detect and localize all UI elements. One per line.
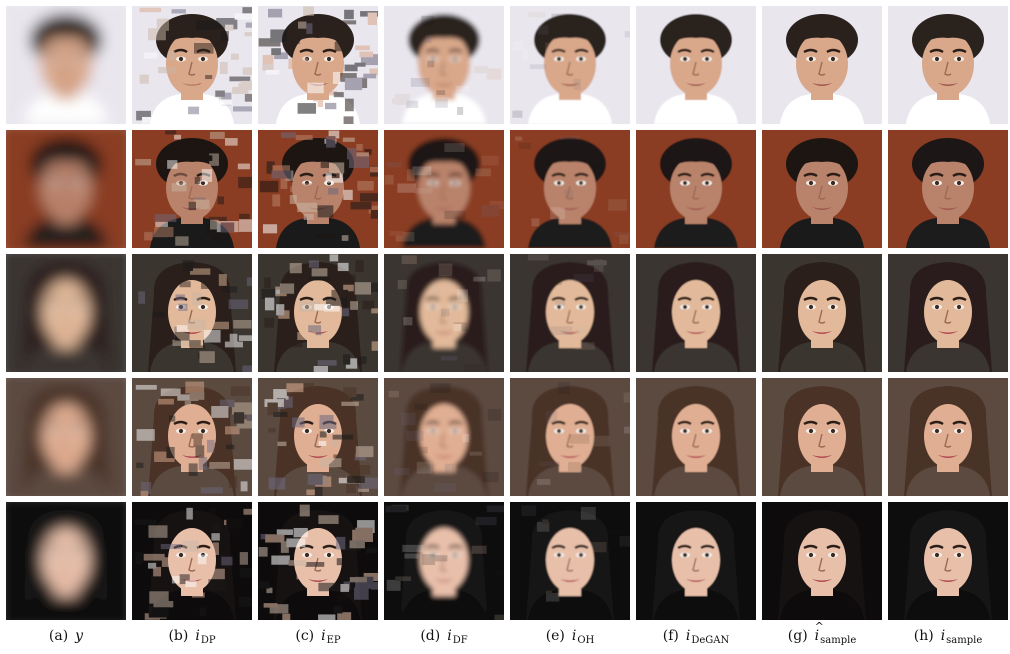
caption-subscript: EP [326, 635, 341, 646]
caption-subscript: DF [452, 635, 468, 646]
caption-edge-prior: (c) iEP [255, 623, 381, 654]
caption-symbol: i [447, 628, 452, 644]
face-image-degan-row-3 [636, 254, 756, 372]
face-image-one-hot-row-5 [510, 502, 630, 620]
face-image-sample-row-4 [888, 378, 1008, 496]
face-image-blurred-input-row-4 [6, 378, 126, 496]
caption-symbol: i [195, 628, 200, 644]
caption-subscript: sample [820, 635, 857, 646]
face-image-blurred-input-row-5 [6, 502, 126, 620]
caption-letter: (g) [787, 628, 808, 644]
caption-letter: (c) [295, 628, 315, 644]
face-image-sample-hat-row-2 [762, 130, 882, 248]
caption-subscript: OH [577, 635, 595, 646]
face-image-sample-hat-row-5 [762, 502, 882, 620]
caption-subscript: DeGAN [691, 635, 730, 646]
face-image-deep-prior-row-5 [132, 502, 252, 620]
face-image-deep-prior-row-1 [132, 6, 252, 124]
face-image-sample-row-2 [888, 130, 1008, 248]
caption-symbol: i [571, 628, 577, 644]
caption-sample-hat: (g) isample [759, 614, 885, 654]
face-image-sample-hat-row-3 [762, 254, 882, 372]
caption-letter: (d) [420, 628, 441, 644]
face-image-degan-row-2 [636, 130, 756, 248]
caption-symbol: i [685, 628, 691, 644]
caption-deblur-filter: (d) iDF [381, 623, 507, 654]
caption-symbol: i [940, 628, 946, 644]
face-image-edge-prior-row-4 [258, 378, 378, 496]
face-image-deep-prior-row-4 [132, 378, 252, 496]
caption-letter: (h) [913, 628, 934, 644]
face-image-one-hot-row-2 [510, 130, 630, 248]
face-image-sample-row-5 [888, 502, 1008, 620]
face-image-deblur-filter-row-1 [384, 6, 504, 124]
caption-symbol: i [321, 628, 326, 644]
caption-sample: (h) isample [885, 623, 1010, 654]
face-image-deblur-filter-row-2 [384, 130, 504, 248]
face-image-deblur-filter-row-3 [384, 254, 504, 372]
caption-letter: (f) [662, 628, 679, 644]
face-image-degan-row-5 [636, 502, 756, 620]
face-image-edge-prior-row-5 [258, 502, 378, 620]
caption-one-hot: (e) iOH [507, 623, 633, 654]
column-captions: (a) y (b) iDP (c) iEP (d) iDF (e) iOH (f) iDe… [3, 614, 1004, 649]
face-image-degan-row-1 [636, 6, 756, 124]
caption-symbol: y [75, 628, 84, 644]
face-image-sample-hat-row-4 [762, 378, 882, 496]
face-image-one-hot-row-4 [510, 378, 630, 496]
face-image-deep-prior-row-3 [132, 254, 252, 372]
face-image-sample-row-3 [888, 254, 1008, 372]
face-image-one-hot-row-3 [510, 254, 630, 372]
face-image-deblur-filter-row-5 [384, 502, 504, 620]
face-image-one-hot-row-1 [510, 6, 630, 124]
face-image-deep-prior-row-2 [132, 130, 252, 248]
caption-letter: (a) [48, 628, 69, 644]
face-image-blurred-input-row-2 [6, 130, 126, 248]
face-image-degan-row-4 [636, 378, 756, 496]
image-grid [6, 6, 1008, 620]
caption-letter: (e) [545, 628, 565, 644]
caption-subscript: sample [946, 635, 983, 646]
face-image-sample-hat-row-1 [762, 6, 882, 124]
caption-subscript: DP [200, 635, 216, 646]
caption-degan: (f) iDeGAN [633, 623, 759, 654]
caption-letter: (b) [168, 628, 189, 644]
face-image-sample-row-1 [888, 6, 1008, 124]
face-image-blurred-input-row-3 [6, 254, 126, 372]
face-image-edge-prior-row-3 [258, 254, 378, 372]
face-image-edge-prior-row-2 [258, 130, 378, 248]
caption-blurred-input: (a) y [3, 623, 129, 649]
face-image-edge-prior-row-1 [258, 6, 378, 124]
face-image-deblur-filter-row-4 [384, 378, 504, 496]
face-image-blurred-input-row-1 [6, 6, 126, 124]
caption-symbol: i [815, 614, 825, 649]
caption-deep-prior: (b) iDP [129, 623, 255, 654]
